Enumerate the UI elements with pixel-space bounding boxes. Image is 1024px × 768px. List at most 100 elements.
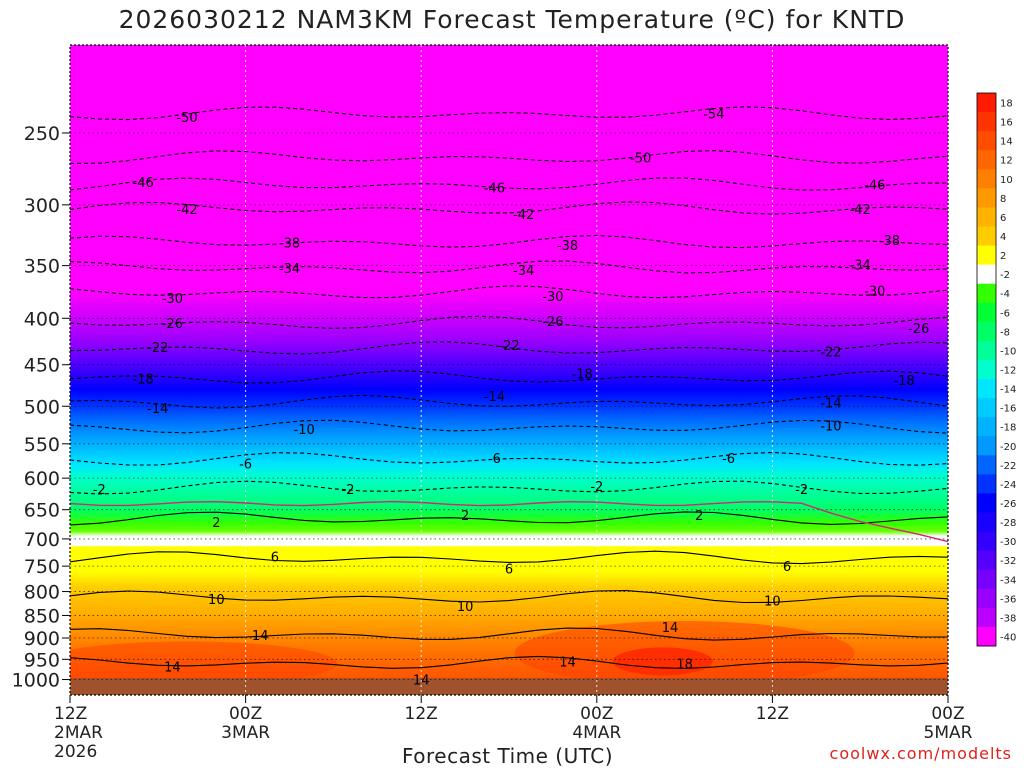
legend-label: -22 (1000, 461, 1016, 472)
x-tick-label: 12Z (405, 704, 438, 724)
legend-label: -18 (1000, 423, 1016, 434)
legend-label: 14 (1000, 137, 1013, 148)
contour-label: 6 (505, 563, 513, 578)
contour-label: -14 (484, 390, 505, 405)
legend-label: -34 (1000, 575, 1016, 586)
legend-label: 10 (1000, 175, 1013, 186)
contour-label: -2 (590, 480, 603, 495)
y-tick-label: 750 (24, 556, 60, 578)
x-tick-label: 5MAR (924, 723, 973, 743)
contour-label: -22 (147, 341, 168, 356)
y-tick-label: 650 (24, 500, 60, 522)
legend-label: 18 (1000, 99, 1013, 110)
legend-label: -10 (1000, 346, 1016, 357)
contour-label: -50 (630, 151, 651, 166)
contour-label: 2 (461, 509, 469, 524)
legend-swatch (977, 245, 996, 266)
contour-label: 2 (695, 509, 703, 524)
legend-label: -40 (1000, 632, 1016, 643)
legend-swatch (977, 207, 996, 227)
legend-label: -16 (1000, 404, 1016, 415)
color-legend: 18 16 14 12 10 8 6 4 2 -2 -4 -6 -8 -10 -12 -14 -16 -18 -20… (976, 92, 1016, 647)
contour-label: -42 (176, 203, 197, 218)
contour-label: -34 (513, 264, 534, 279)
y-tick-label: 550 (24, 434, 60, 456)
legend-swatch (977, 379, 996, 399)
x-tick-label: 2026 (54, 742, 97, 762)
x-tick-label: 00Z (580, 704, 613, 724)
contour-lines (70, 106, 948, 669)
contour-label: 14 (164, 661, 181, 676)
legend-label: -14 (1000, 385, 1016, 396)
contour-label: -2 (342, 483, 355, 498)
contour-label: -26 (162, 317, 183, 332)
legend-swatch (977, 474, 996, 494)
legend-swatch (977, 531, 996, 552)
contour-label: -14 (820, 396, 841, 411)
contour-label: -46 (864, 179, 885, 194)
legend-swatch (977, 283, 996, 304)
y-tick-label: 850 (24, 605, 60, 627)
legend-label: -28 (1000, 518, 1016, 529)
contour-label: -2 (93, 483, 106, 498)
contour-label: 6 (783, 560, 791, 575)
legend-label: -2 (1000, 270, 1010, 281)
contour-line (70, 177, 948, 191)
legend-label: -20 (1000, 442, 1016, 453)
legend-label: -24 (1000, 480, 1016, 491)
legend-label: -32 (1000, 556, 1016, 567)
contour-label: -18 (133, 372, 154, 387)
legend-label: -30 (1000, 537, 1016, 548)
contour-label: -26 (542, 315, 563, 330)
contour-label: -46 (484, 181, 505, 196)
legend-swatch (977, 226, 996, 247)
contour-label: -10 (294, 423, 315, 438)
legend-swatch (977, 512, 996, 533)
x-tick-label: 00Z (931, 704, 964, 724)
contour-line (70, 550, 948, 565)
warm-core-14-west (70, 641, 338, 686)
contour-label: -6 (488, 452, 501, 467)
contour-line (70, 655, 948, 669)
contour-label: -38 (279, 236, 300, 251)
y-tick-label: 250 (24, 123, 60, 145)
legend-swatch (977, 588, 996, 609)
contour-label: -34 (850, 259, 871, 274)
legend-label: -8 (1000, 327, 1010, 338)
y-tick-label: 300 (24, 195, 60, 217)
contour-label: -22 (498, 339, 519, 354)
legend-swatch (977, 455, 996, 475)
watermark-link[interactable]: coolwx.com/modelts (829, 744, 1012, 763)
contour-label: -6 (239, 457, 252, 472)
grid (69, 45, 949, 695)
legend-swatch (977, 626, 996, 647)
y-tick-label: 500 (24, 396, 60, 418)
legend-label: -12 (1000, 366, 1016, 377)
legend-swatch (977, 436, 996, 456)
x-axis-label: Forecast Time (UTC) (402, 744, 614, 768)
legend-frame (976, 92, 997, 647)
contour-label: 6 (271, 551, 279, 566)
y-tick-label: 800 (24, 582, 60, 604)
contour-label: 14 (252, 629, 269, 644)
legend-label: 6 (1000, 213, 1006, 224)
x-tick-label: 3MAR (221, 723, 270, 743)
contour-label: 14 (413, 674, 430, 689)
legend-label: 12 (1000, 156, 1013, 167)
legend-swatch (977, 398, 996, 418)
y-tick-label: 1000 (12, 670, 60, 692)
contour-label: 10 (457, 600, 474, 615)
contour-label: -42 (850, 203, 871, 218)
plot-area: -54-50-50-46 -46 -46-42 -42 -42-38 -38 -38-34-… (69, 44, 949, 696)
freezing-line (70, 500, 948, 543)
contour-label: -38 (557, 239, 578, 254)
x-tick-label: 00Z (229, 704, 262, 724)
ground-level (70, 678, 948, 695)
chart-title: 2026030212 NAM3KM Forecast Temperature (… (118, 5, 906, 34)
legend-swatch (977, 493, 996, 514)
contour-label: -46 (133, 176, 154, 191)
contour-labels: -54-50-50-46 -46 -46-42 -42 -42-38 -38 -38-34-… (93, 108, 930, 689)
legend-label: 2 (1000, 251, 1006, 262)
y-axis: 2503003504004505005506006507007508008509… (12, 123, 70, 692)
